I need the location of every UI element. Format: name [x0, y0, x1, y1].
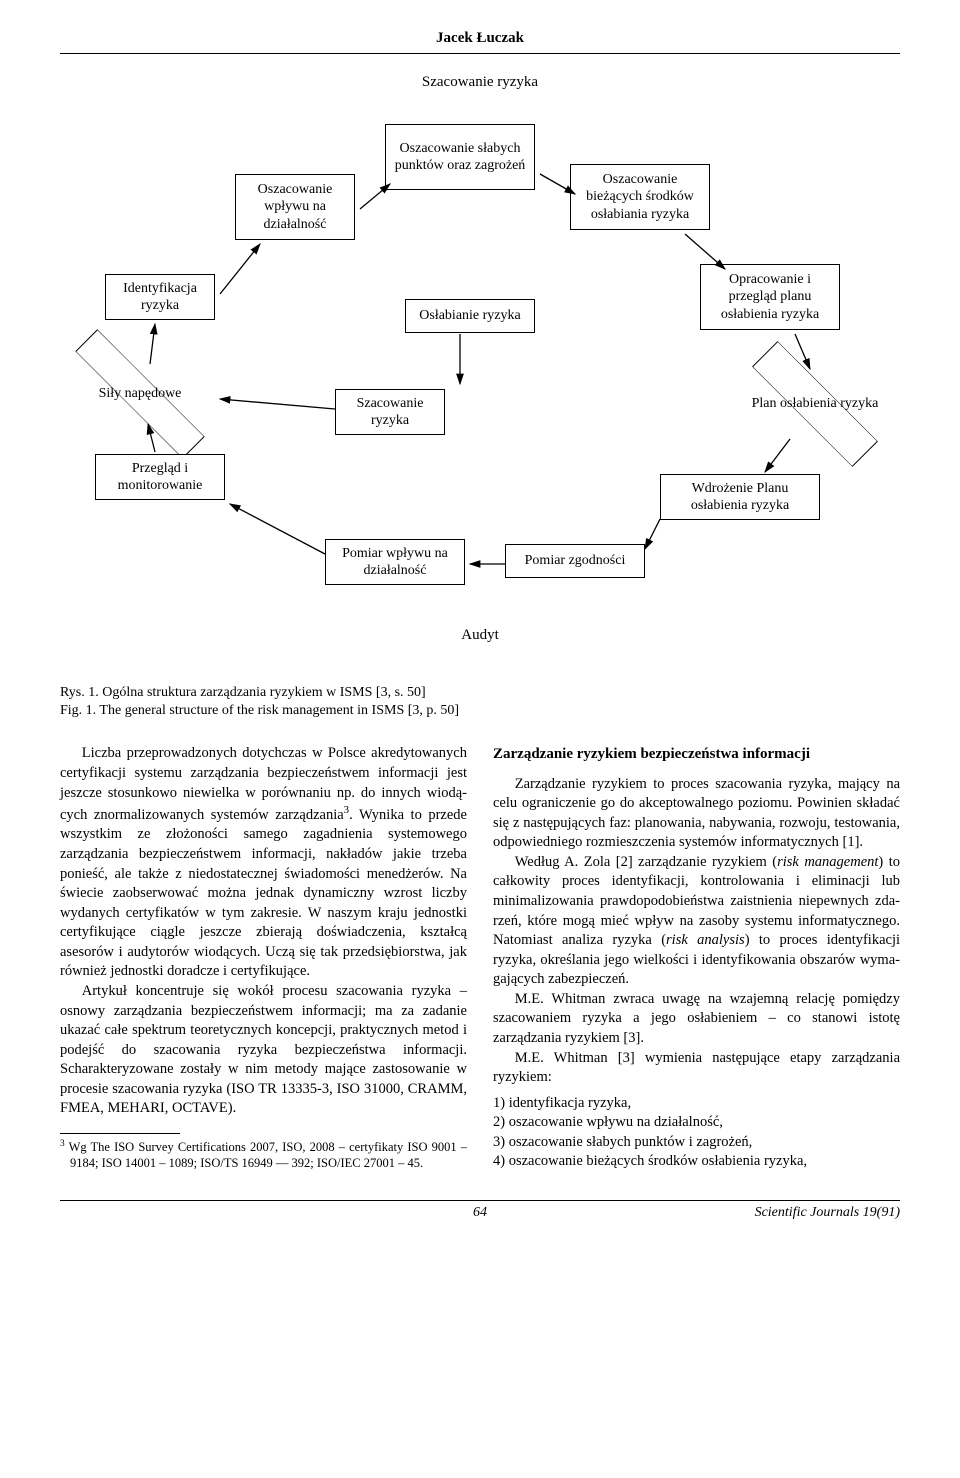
page-footer: 64 Scientific Journals 19(91): [60, 1200, 900, 1221]
right-para-2: Według A. Zola [2] zarządzanie ryzykiem …: [493, 853, 900, 990]
diagram-title: Szacowanie ryzyka: [422, 74, 538, 91]
left-para-1: Liczba przeprowadzonych dotychczas w Pol…: [60, 744, 467, 982]
section-heading: Zarządzanie ryzykiem bezpieczeństwa info…: [493, 744, 900, 764]
body-columns: Liczba przeprowadzonych dotychczas w Pol…: [60, 744, 900, 1172]
node-compliance-measurement: Pomiar zgodności: [505, 544, 645, 578]
node-risk-weakening: Osłabianie ryzyka: [405, 299, 535, 333]
node-plan-implementation: Wdrożenie Planu osłabienia ryzyka: [660, 474, 820, 520]
node-threat-estimation: Oszacowanie słabych punktów oraz zagroże…: [385, 124, 535, 190]
node-risk-assessment: Szacowanie ryzyka: [335, 389, 445, 435]
node-risk-identification: Identyfikacja ryzyka: [105, 274, 215, 320]
list-item: 4) oszacowanie bieżących środków osłabie…: [510, 1152, 900, 1172]
stages-list: 1) identyfikacja ryzyka, 2) oszacowanie …: [493, 1094, 900, 1172]
right-para-4: M.E. Whitman [3] wymienia następujące et…: [493, 1049, 900, 1088]
node-weakening-plan: Plan osłabienia ryzyka: [752, 396, 879, 412]
node-impact-measurement: Pomiar wpływu na działalność: [325, 539, 465, 585]
caption-line-pl: Rys. 1. Ogólna struktura zarządzania ryz…: [60, 684, 900, 702]
caption-line-en: Fig. 1. The general structure of the ris…: [60, 702, 900, 720]
node-review-monitoring: Przegląd i monitorowanie: [95, 454, 225, 500]
node-impact-estimation: Oszacowanie wpływu na działalność: [235, 174, 355, 240]
risk-diagram: Szacowanie ryzyka Oszacowanie słabych pu…: [60, 74, 900, 674]
list-item: 3) oszacowanie słabych punktów i zagroże…: [510, 1133, 900, 1153]
right-para-3: M.E. Whitman zwraca uwagę na wzajemną re…: [493, 990, 900, 1049]
journal-ref: Scientific Journals 19(91): [755, 1205, 900, 1221]
list-item: 2) oszacowanie wpływu na działalność,: [510, 1113, 900, 1133]
left-para-2: Artykuł koncentruje się wokół procesu sz…: [60, 982, 467, 1119]
right-para-1: Zarządzanie ryzykiem to proces szacowani…: [493, 775, 900, 853]
node-plan-development: Opracowanie i przegląd planu osłabienia …: [700, 264, 840, 330]
node-current-controls: Oszacowanie bieżących środków osłabiania…: [570, 164, 710, 230]
figure-caption: Rys. 1. Ogólna struktura zarządzania ryz…: [60, 684, 900, 720]
list-item: 1) identyfikacja ryzyka,: [510, 1094, 900, 1114]
running-head: Jacek Łuczak: [60, 30, 900, 54]
footnote-separator: [60, 1133, 180, 1134]
audit-label: Audyt: [461, 627, 499, 644]
node-driving-forces: Siły napędowe: [99, 386, 182, 402]
page-number: 64: [473, 1205, 487, 1221]
footnote-3: 3 Wg The ISO Survey Certifications 2007,…: [60, 1138, 467, 1172]
